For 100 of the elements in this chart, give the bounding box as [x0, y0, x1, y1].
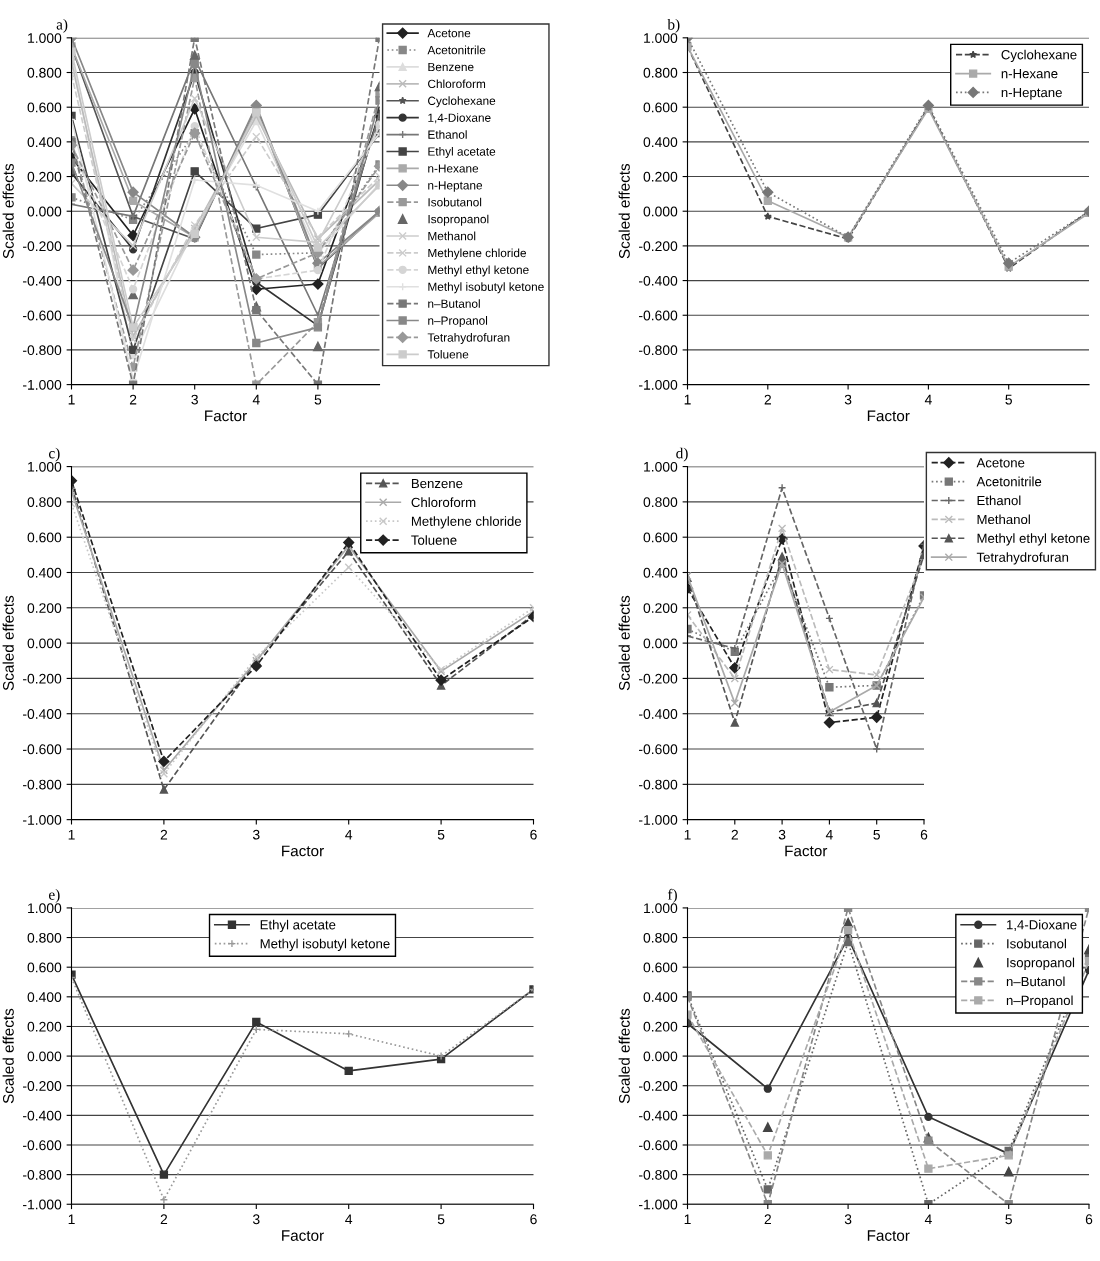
y-tick-label: -0.400 [23, 709, 62, 719]
x-tick-label: 3 [191, 394, 198, 405]
x-tick-label: 4 [345, 1214, 353, 1225]
legend-label: Benzene [411, 478, 463, 489]
x-tick-label: 5 [1005, 1214, 1012, 1225]
x-tick-label: 4 [345, 829, 353, 840]
y-tick-label: 0.000 [643, 206, 678, 217]
y-tick-label: -0.600 [23, 744, 62, 755]
y-tick-label: 0.600 [27, 102, 62, 113]
y-tick-label: -0.200 [639, 241, 678, 252]
legend-label: Acetone [976, 458, 1025, 468]
y-tick-label: 0.600 [643, 102, 678, 113]
x-tick-label: 4 [825, 829, 833, 840]
x-tick-label: 3 [844, 394, 852, 405]
y-tick-label: 0.200 [27, 1021, 62, 1032]
x-tick-label: 1 [684, 829, 691, 840]
legend-label: Methylene chloride [411, 516, 522, 529]
y-tick-label: -0.600 [639, 310, 678, 321]
y-tick-label: -1.000 [23, 814, 62, 825]
y-tick-label: 1.000 [28, 903, 62, 914]
y-tick-label: 1.000 [28, 461, 62, 472]
legend-label: Isobutanol [1007, 938, 1066, 949]
y-tick-label: 0.400 [643, 137, 678, 148]
x-tick-label: 4 [252, 394, 260, 405]
x-axis-title: Factor [867, 1230, 910, 1241]
chart-title: c) [48, 447, 60, 462]
x-tick-label: 2 [160, 829, 168, 840]
x-axis-title: Factor [282, 1230, 324, 1241]
x-tick-label: 5 [873, 829, 880, 840]
y-tick-label: -0.800 [23, 345, 62, 356]
y-tick-label: 0.800 [27, 67, 62, 78]
y-axis-title: Scaled effects [2, 1008, 14, 1104]
y-tick-label: 1.000 [28, 33, 62, 43]
x-tick-label: 3 [844, 1214, 852, 1225]
x-tick-label: 2 [731, 829, 738, 840]
y-tick-label: 1.000 [644, 33, 678, 43]
legend-label: Methanol [977, 514, 1030, 525]
legend-label: n–Butanol [428, 299, 480, 308]
y-tick-label: -0.800 [639, 1169, 678, 1180]
x-tick-label: 6 [1085, 1214, 1093, 1225]
x-tick-label: 2 [764, 1214, 771, 1225]
x-tick-label: 2 [764, 394, 771, 405]
x-tick-label: 1 [68, 394, 75, 405]
y-axis-title: Scaled effects [618, 163, 630, 259]
y-tick-label: -0.200 [639, 673, 678, 684]
y-tick-label: 0.000 [27, 1051, 62, 1062]
legend-label: n-Hexane [1001, 69, 1058, 79]
y-tick-label: -0.400 [639, 275, 678, 286]
y-tick-label: 0.400 [27, 137, 62, 148]
x-tick-label: 1 [68, 1214, 75, 1225]
x-tick-label: 1 [68, 829, 75, 840]
y-tick-label: -0.400 [639, 709, 678, 719]
y-axis-title: Scaled effects [2, 595, 14, 691]
y-tick-label: 0.000 [27, 206, 62, 217]
x-tick-label: 5 [437, 829, 445, 840]
legend-label: Chloroform [428, 79, 486, 89]
y-tick-label: -0.600 [23, 1140, 62, 1151]
legend-label: Acetonitrile [976, 476, 1042, 487]
legend-label: n–Butanol [1006, 976, 1065, 987]
legend-label: Acetonitrile [427, 45, 486, 55]
y-tick-label: 0.400 [27, 992, 62, 1002]
y-tick-label: -0.800 [23, 779, 62, 790]
chart-title: f) [667, 888, 677, 903]
y-tick-label: 0.800 [643, 67, 678, 78]
y-tick-label: 0.600 [643, 962, 678, 973]
legend-label: Tetrahydrofuran [976, 552, 1069, 565]
legend-label: Acetone [427, 29, 471, 38]
y-tick-label: -1.000 [23, 1199, 62, 1210]
y-tick-label: 0.400 [27, 567, 62, 578]
y-tick-label: -0.600 [23, 310, 62, 321]
y-tick-label: 1.000 [644, 903, 678, 914]
legend-label: Ethyl acetate [428, 147, 496, 159]
y-tick-label: -0.200 [23, 241, 62, 252]
y-tick-label: -1.000 [23, 379, 62, 390]
x-tick-label: 6 [530, 1214, 537, 1225]
legend-label: Cyclohexane [428, 96, 496, 108]
x-tick-label: 1 [684, 1214, 691, 1225]
x-tick-label: 6 [920, 829, 928, 840]
legend-label: Methyl ethyl ketone [977, 533, 1090, 546]
x-tick-label: 4 [924, 394, 932, 405]
legend-label: n–Propanol [428, 316, 488, 328]
y-tick-label: 0.000 [27, 638, 62, 649]
y-tick-label: 0.200 [27, 171, 62, 182]
x-tick-label: 5 [1005, 394, 1012, 405]
y-tick-label: 0.600 [27, 532, 62, 543]
legend-label: n-Heptane [1001, 87, 1062, 100]
x-axis-title: Factor [282, 845, 324, 857]
legend-label: Methylene chloride [428, 248, 527, 260]
y-tick-label: -0.800 [23, 1169, 62, 1180]
legend-label: Ethanol [977, 495, 1021, 506]
y-tick-label: 0.600 [27, 962, 62, 973]
chart-title: d) [676, 447, 688, 462]
legend-label: n-Heptane [428, 181, 483, 192]
y-tick-label: -0.800 [639, 345, 678, 356]
legend-label: Benzene [428, 62, 474, 72]
chart-title: e) [49, 888, 60, 903]
x-tick-label: 3 [252, 1214, 260, 1225]
legend-label: Ethanol [428, 130, 467, 139]
y-tick-label: -1.000 [639, 379, 678, 390]
x-tick-label: 2 [160, 1214, 168, 1225]
